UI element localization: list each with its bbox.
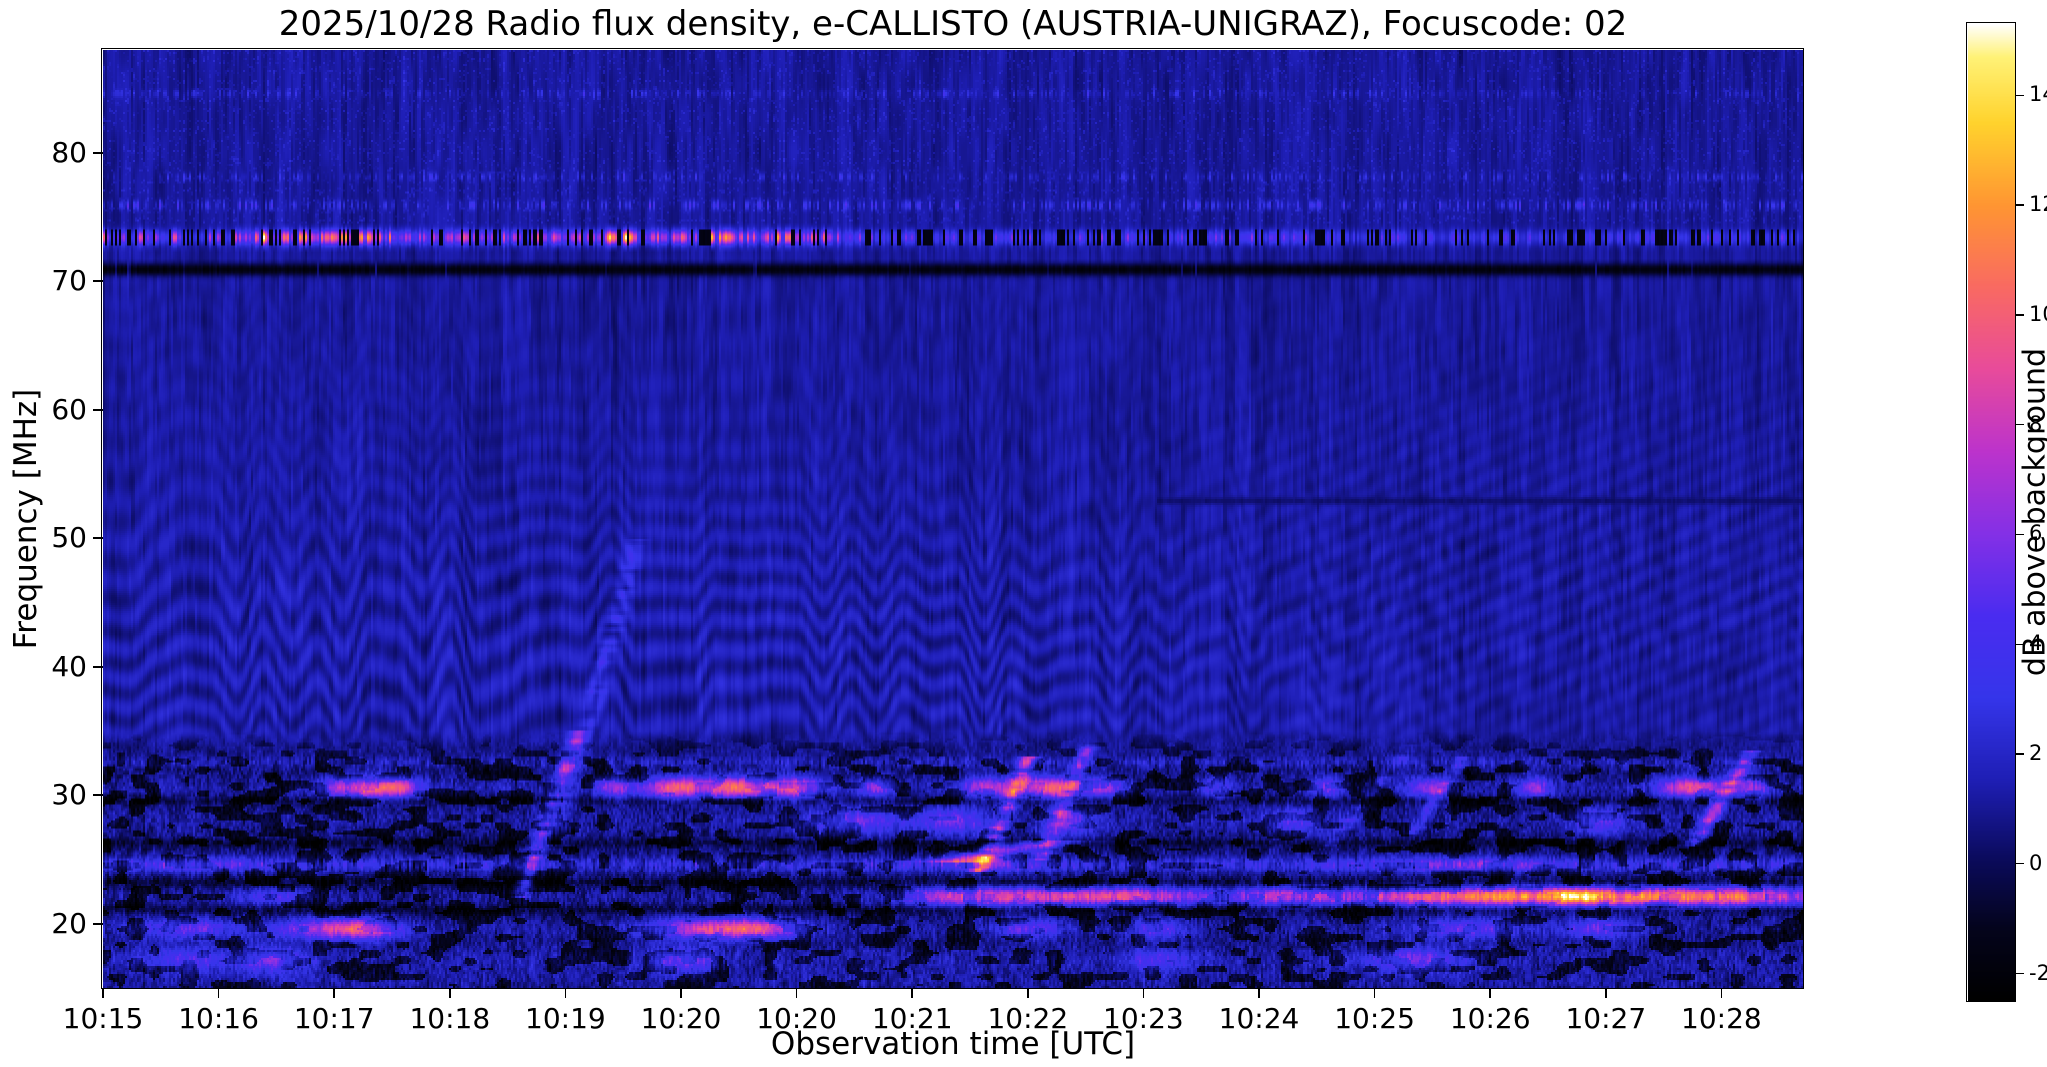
colorbar-tick-mark [2016,314,2024,316]
x-tick-label: 10:22 [987,1002,1069,1035]
x-tick-mark [911,988,913,998]
x-tick-mark [449,988,451,998]
x-tick-label: 10:17 [293,1002,375,1035]
x-tick-label: 10:26 [1449,1002,1531,1035]
x-tick-label: 10:16 [178,1002,259,1035]
y-tick-mark [93,537,103,540]
colorbar-tick-mark [2016,643,2024,645]
colorbar-tick-mark [2016,94,2024,97]
colorbar-tick-mark [2016,533,2024,536]
colorbar-tick-mark [2016,204,2024,206]
colorbar-tick-label: 4 [2029,631,2043,656]
x-tick-label: 10:28 [1681,1002,1762,1035]
x-tick-mark [1373,988,1376,998]
y-tick-mark [93,794,103,797]
chart-title: 2025/10/28 Radio flux density, e-CALLIST… [278,4,1628,44]
colorbar-tick-label: 8 [2029,411,2043,436]
colorbar-tick-label: 10 [2029,301,2047,326]
x-tick-mark [1605,988,1607,998]
colorbar-tick-mark [2016,972,2024,975]
x-tick-mark [1720,988,1723,998]
y-tick-label: 70 [51,264,87,298]
colorbar-tick-label: 14 [2029,82,2047,107]
x-tick-mark [564,988,567,998]
y-tick-mark [93,665,103,668]
x-tick-mark [795,988,798,998]
colorbar-tick-label: 0 [2029,850,2043,875]
x-tick-mark [1489,988,1491,998]
x-tick-mark [1258,988,1260,998]
colorbar-label: dB above background [2017,347,2047,677]
x-tick-label: 10:24 [1218,1002,1300,1035]
x-tick-mark [102,988,104,998]
x-axis-label: Observation time [UTC] [770,1026,1136,1062]
y-axis-label: Frequency [MHz] [8,388,44,650]
x-tick-label: 10:23 [1103,1002,1184,1035]
y-tick-label: 80 [51,135,87,169]
y-tick-label: 20 [51,906,87,940]
x-tick-mark [217,988,220,998]
x-tick-label: 10:21 [871,1002,953,1035]
colorbar-tick-label: 6 [2029,521,2043,546]
x-tick-label: 10:15 [62,1002,144,1035]
x-tick-label: 10:20 [640,1002,722,1035]
x-tick-label: 10:18 [409,1002,491,1035]
x-tick-label: 10:27 [1565,1002,1647,1035]
x-tick-label: 10:19 [525,1002,606,1035]
colorbar-tick-label: -2 [2029,960,2047,985]
y-tick-mark [93,280,103,283]
colorbar-tick-mark [2016,423,2024,426]
colorbar-tick-mark [2016,863,2024,865]
colorbar-tick-label: 2 [2029,741,2043,765]
y-tick-label: 40 [51,649,87,683]
x-tick-mark [333,988,335,998]
colorbar-tick-label: 12 [2029,192,2047,217]
y-tick-label: 50 [51,521,87,555]
y-tick-mark [93,922,103,925]
y-tick-mark [93,151,103,154]
x-tick-label: 10:20 [756,1002,837,1035]
y-tick-label: 30 [51,778,87,812]
x-tick-mark [1027,988,1029,998]
x-tick-mark [680,988,682,998]
y-tick-mark [93,408,103,411]
colorbar-gradient-canvas [1968,24,2015,1001]
spectrogram-heatmap-canvas [103,50,1803,988]
colorbar-tick-mark [2016,753,2024,755]
x-tick-label: 10:25 [1334,1002,1415,1035]
y-tick-label: 60 [51,392,87,426]
x-tick-mark [1142,988,1145,998]
